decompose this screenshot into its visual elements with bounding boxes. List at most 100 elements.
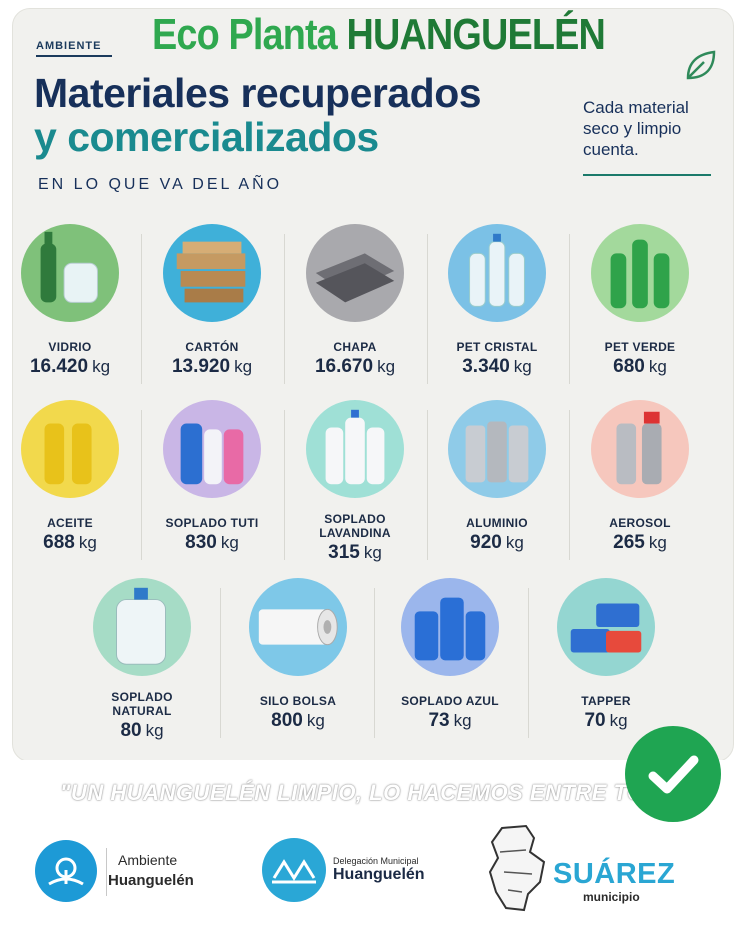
clear-bottles-icon: [448, 224, 546, 322]
material-weight: 920 kg: [427, 532, 567, 554]
detergent-bottles-icon: [163, 400, 261, 498]
material-item: AEROSOL 265 kg: [570, 400, 710, 554]
column-divider: [141, 410, 142, 560]
material-item: SOPLADO AZUL 73 kg: [380, 578, 520, 732]
column-divider: [528, 588, 529, 738]
material-item: CHAPA 16.670 kg: [285, 224, 425, 378]
material-item: CARTÓN 13.920 kg: [142, 224, 282, 378]
weight-unit: kg: [234, 357, 253, 376]
column-divider: [569, 234, 570, 384]
material-weight: 73 kg: [380, 710, 520, 732]
weight-unit: kg: [453, 711, 472, 730]
material-weight: 3.340 kg: [427, 356, 567, 378]
oil-bottles-icon: [21, 400, 119, 498]
column-divider: [374, 588, 375, 738]
logo1-label-top: Ambiente: [118, 852, 178, 868]
logo2-label-top: Delegación Municipal: [333, 856, 419, 866]
delegacion-logo-icon: [262, 838, 326, 902]
column-divider: [427, 234, 428, 384]
tagline: Cada material seco y limpio cuenta.: [583, 98, 689, 159]
page-title-line2: y comercializados: [34, 114, 379, 160]
material-weight: 800 kg: [228, 710, 368, 732]
material-name: ALUMINIO: [466, 516, 528, 530]
material-name: TAPPER: [581, 694, 631, 708]
page-subtitle: EN LO QUE VA DEL AÑO: [38, 176, 283, 193]
brand-title: Eco Planta HUANGUELÉN: [152, 10, 606, 60]
glass-bottle-jar-icon: [21, 224, 119, 322]
material-name: SOPLADO NATURAL: [111, 690, 173, 718]
weight-unit: kg: [220, 533, 239, 552]
weight-unit: kg: [377, 357, 396, 376]
kicker-underline: [36, 55, 112, 57]
column-divider: [220, 588, 221, 738]
water-jug-icon: [93, 578, 191, 676]
weight-unit: kg: [609, 711, 628, 730]
weight-unit: kg: [78, 533, 97, 552]
weight-value: 920: [470, 532, 502, 553]
column-divider: [284, 410, 285, 560]
material-name: SOPLADO TUTI: [165, 516, 259, 530]
weight-unit: kg: [145, 721, 164, 740]
material-item: SOPLADO NATURAL 80 kg: [72, 578, 212, 742]
suarez-map-icon: [488, 824, 546, 912]
logo3-label-bottom: municipio: [583, 890, 640, 904]
material-weight: 70 kg: [536, 710, 676, 732]
weight-value: 800: [271, 710, 303, 731]
plastic-containers-icon: [557, 578, 655, 676]
material-weight: 80 kg: [72, 720, 212, 742]
weight-value: 830: [185, 532, 217, 553]
page-title-line1: Materiales recuperados: [34, 70, 482, 116]
weight-value: 315: [328, 542, 360, 563]
material-weight: 13.920 kg: [142, 356, 282, 378]
brand-town: HUANGUELÉN: [346, 10, 606, 59]
material-item: SOPLADO LAVANDINA 315 kg: [285, 400, 425, 564]
weight-value: 16.670: [314, 356, 374, 377]
weight-value: 3.340: [462, 356, 510, 377]
brand-eco-planta: Eco Planta: [152, 10, 338, 59]
section-kicker: AMBIENTE: [36, 40, 102, 52]
material-item: PET VERDE 680 kg: [570, 224, 710, 378]
material-item: VIDRIO 16.420 kg: [0, 224, 140, 378]
weight-unit: kg: [92, 357, 111, 376]
green-bottles-icon: [591, 224, 689, 322]
column-divider: [141, 234, 142, 384]
logo3-label-top: SUÁREZ: [553, 858, 676, 890]
material-name: PET CRISTAL: [456, 340, 538, 354]
blue-containers-icon: [401, 578, 499, 676]
material-item: SOPLADO TUTI 830 kg: [142, 400, 282, 554]
material-weight: 830 kg: [142, 532, 282, 554]
material-name: ACEITE: [47, 516, 93, 530]
leaf-icon: [686, 50, 716, 80]
material-weight: 16.670 kg: [285, 356, 425, 378]
cardboard-boxes-icon: [163, 224, 261, 322]
column-divider: [569, 410, 570, 560]
material-item: SILO BOLSA 800 kg: [228, 578, 368, 732]
material-name: SOPLADO LAVANDINA: [319, 512, 391, 540]
material-item: PET CRISTAL 3.340 kg: [427, 224, 567, 378]
checkmark-icon: [625, 726, 721, 822]
material-name: SILO BOLSA: [259, 694, 337, 708]
bleach-bottles-icon: [306, 400, 404, 498]
material-name: AEROSOL: [609, 516, 671, 530]
motto-text: "UN HUANGUELÉN LIMPIO, LO HACEMOS ENTRE …: [60, 780, 705, 805]
weight-value: 265: [613, 532, 645, 553]
material-weight: 315 kg: [285, 542, 425, 564]
weight-value: 80: [120, 720, 142, 741]
weight-unit: kg: [306, 711, 325, 730]
tagline-underline: [583, 174, 711, 176]
material-weight: 16.420 kg: [0, 356, 140, 378]
weight-value: 73: [428, 710, 450, 731]
weight-value: 13.920: [171, 356, 231, 377]
metal-sheets-icon: [306, 224, 404, 322]
material-item: TAPPER 70 kg: [536, 578, 676, 732]
weight-unit: kg: [513, 357, 532, 376]
material-name: CARTÓN: [185, 340, 239, 354]
weight-value: 680: [613, 356, 645, 377]
logo1-label-bottom: Huanguelén: [108, 872, 194, 889]
aerosol-cans-icon: [591, 400, 689, 498]
material-name: SOPLADO AZUL: [401, 694, 499, 708]
weight-unit: kg: [363, 543, 382, 562]
weight-value: 70: [584, 710, 606, 731]
logo2-label-bottom: Huanguelén: [333, 866, 425, 883]
ambiente-logo-icon: [35, 840, 97, 902]
